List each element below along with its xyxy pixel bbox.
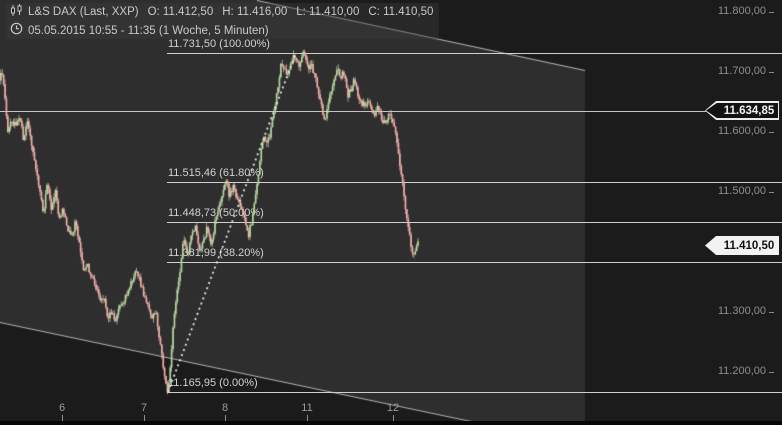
- high-label: H:: [222, 5, 234, 18]
- last-price-label: 11.410,50: [723, 239, 775, 252]
- window-bottom-border: [0, 421, 782, 425]
- close-value: 11.410,50: [383, 5, 434, 18]
- open-label: O:: [147, 5, 160, 18]
- candlestick-icon: [10, 4, 23, 21]
- close-label: C:: [368, 5, 380, 18]
- low-value: 11.410,00: [309, 5, 360, 18]
- chart-header: L&S DAX (Last, XXP) O: 11.412,50 H: 11.416…: [6, 3, 440, 39]
- high-value: 11.416,00: [236, 5, 288, 18]
- last-price-tag: 11.410,50: [705, 236, 779, 255]
- open-value: 11.412,50: [162, 5, 214, 18]
- period-text: 05.05.2015 10:55 - 11:35 (1 Woche, 5 Min…: [28, 25, 269, 37]
- level-tag-face: [706, 102, 778, 119]
- low-label: L:: [296, 5, 306, 18]
- instrument-name: L&S DAX (Last, XXP): [28, 5, 139, 18]
- header-period-row: 05.05.2015 10:55 - 11:35 (1 Woche, 5 Min…: [6, 21, 440, 39]
- header-ohlc-row: L&S DAX (Last, XXP) O: 11.412,50 H: 11.416…: [6, 3, 440, 21]
- level-price-tag[interactable]: 11.634,85: [705, 101, 779, 120]
- level-tag-label: 11.634,85: [723, 104, 775, 117]
- clock-icon: [10, 22, 23, 39]
